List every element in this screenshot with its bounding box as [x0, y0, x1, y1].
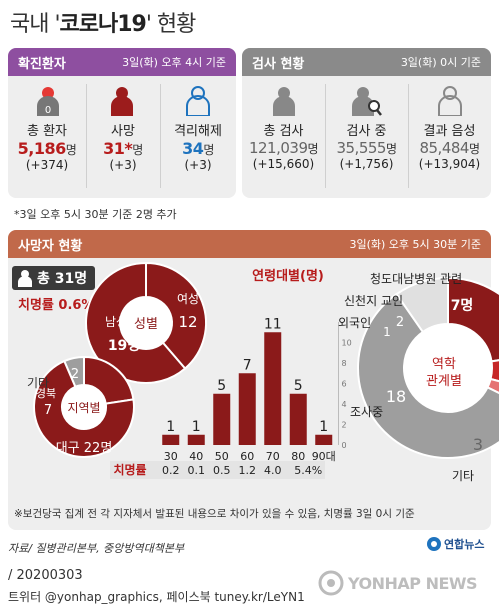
bar-value-3: 7	[243, 357, 252, 373]
confirmed-panel: 확진환자 3일(화) 오후 4시 기준 0 총 환자 5,186명 (+374)…	[8, 48, 236, 198]
confirmed-header: 확진환자	[18, 56, 66, 72]
epi-title-2: 관계별	[426, 374, 462, 389]
social-links: 트위터 @yonhap_graphics, 페이스북 tuney.kr/LeYN…	[8, 590, 305, 604]
region-title: 지역별	[67, 401, 100, 415]
gender-hole	[120, 297, 172, 349]
fatality-rate-4: 4.0	[264, 464, 282, 477]
stat-tested: 총 검사 121,039명 (+15,660)	[248, 124, 319, 171]
bar-2	[213, 393, 231, 445]
bar-ytick-3: 6	[342, 380, 347, 389]
bar-value-0: 1	[166, 419, 175, 435]
yonhap-logo-icon	[427, 537, 441, 551]
released-icon	[186, 86, 210, 116]
fatality-rate-3: 1.2	[239, 464, 257, 477]
stat-testing: 검사 중 35,555명 (+1,756)	[336, 124, 397, 171]
date-line: / 20200303	[8, 568, 83, 583]
epi-label-3: 조사중	[350, 405, 383, 419]
bar-ytick-2: 4	[342, 400, 347, 409]
deaths-header: 사망자 현황	[18, 238, 83, 254]
region-label-0: 기타	[27, 376, 49, 390]
deaths-date: 3일(화) 오후 5시 30분 기준	[349, 238, 481, 251]
tests-panel: 검사 현황 3일(화) 0시 기준 총 검사 121,039명 (+15,660…	[242, 48, 491, 198]
epi-label-0: 청도대남병원 관련	[370, 272, 462, 286]
patient-icon: 0	[37, 87, 59, 116]
fatality-row-label: 치명률	[113, 462, 146, 477]
page-title: 국내 '코로나19' 현황	[10, 12, 196, 37]
gender-value-0: 12	[178, 313, 197, 331]
testing-icon	[352, 87, 382, 116]
epi-hole	[404, 324, 492, 412]
watermark: YONHAP NEWS	[318, 570, 478, 596]
gender-title: 성별	[134, 317, 158, 332]
source: 자료/ 질병관리본부, 중앙방역대책본부	[8, 542, 185, 555]
bar-category-3: 60	[240, 450, 254, 463]
stat-negative: 결과 음성 85,484명 (+13,904)	[418, 124, 481, 171]
bar-value-1: 1	[192, 419, 201, 435]
bar-0	[162, 434, 180, 445]
epi-label-2: 외국인	[338, 316, 371, 330]
bar-ytick-5: 10	[342, 339, 352, 348]
person-icon	[18, 270, 32, 287]
bar-3	[238, 373, 256, 445]
bar-6	[315, 434, 333, 445]
bar-category-4: 70	[266, 450, 280, 463]
fatality-rate-1: 0.1	[188, 464, 206, 477]
fatality-rate-2: 0.5	[213, 464, 231, 477]
bar-category-2: 50	[215, 450, 229, 463]
bar-value-2: 5	[217, 378, 226, 394]
epi-label-4: 기타	[452, 469, 474, 483]
bar-value-5: 5	[294, 378, 303, 394]
fatality-rate: 치명률 0.6%	[18, 298, 95, 313]
tests-header: 검사 현황	[252, 56, 305, 72]
fatality-rate-5: 5.4%	[294, 464, 322, 477]
bar-ytick-4: 8	[342, 359, 347, 368]
yonhap-logo: 연합뉴스	[426, 536, 484, 552]
gender-label-0: 여성	[177, 292, 199, 306]
bar-category-0: 30	[164, 450, 178, 463]
tested-icon	[273, 87, 295, 116]
total-deaths-badge: 총 31명	[12, 266, 96, 290]
bar-value-4: 11	[264, 316, 282, 332]
epi-slice-4	[395, 276, 449, 334]
region-hole	[62, 385, 106, 429]
death-icon	[111, 87, 133, 116]
deaths-note: ※보건당국 집계 전 각 지자체서 발표된 내용으로 차이가 있을 수 있음, …	[14, 508, 415, 520]
bar-category-6: 90대	[312, 450, 336, 463]
epi-value-4: 3	[473, 435, 483, 454]
region-value-1: 7	[44, 403, 52, 418]
fatality-rate-0: 0.2	[162, 464, 180, 477]
epi-value-0: 7명	[451, 297, 474, 314]
footnote: *3일 오후 5시 30분 기준 2명 추가	[14, 208, 177, 221]
bar-5	[289, 393, 307, 445]
epi-value-2: 1	[383, 325, 391, 339]
svg-text:0: 0	[45, 105, 51, 116]
region-value-0: 2	[71, 367, 79, 382]
gender-value-1: 19명	[108, 337, 140, 354]
bar-category-1: 40	[189, 450, 203, 463]
region-label-1: 경북	[36, 387, 56, 400]
epi-title-1: 역학	[432, 357, 456, 372]
stat-released: 격리해제 34명 (+3)	[174, 124, 222, 172]
bar-ytick-1: 2	[342, 421, 347, 430]
confirmed-date: 3일(화) 오후 4시 기준	[122, 56, 226, 69]
gender-label-1: 남성	[105, 315, 127, 329]
fatality-row-bg	[110, 461, 325, 479]
region-label-2: 대구 22명	[56, 441, 113, 456]
bar-4	[264, 332, 282, 445]
epi-value-1: 2	[396, 315, 404, 330]
bar-ytick-0: 0	[342, 441, 347, 450]
negative-icon	[438, 86, 462, 116]
bar-value-6: 1	[319, 419, 328, 435]
epi-value-3: 18	[386, 387, 406, 406]
tests-date: 3일(화) 0시 기준	[400, 56, 481, 69]
bar-title: 연령대별(명)	[252, 268, 324, 284]
stat-deaths: 사망 31*명 (+3)	[103, 124, 143, 172]
stat-total: 총 환자 5,186명 (+374)	[17, 124, 77, 172]
bar-1	[187, 434, 205, 445]
epi-label-1: 신천지 교인	[344, 293, 403, 308]
watermark-logo-icon	[318, 570, 344, 596]
bar-category-5: 80	[291, 450, 305, 463]
